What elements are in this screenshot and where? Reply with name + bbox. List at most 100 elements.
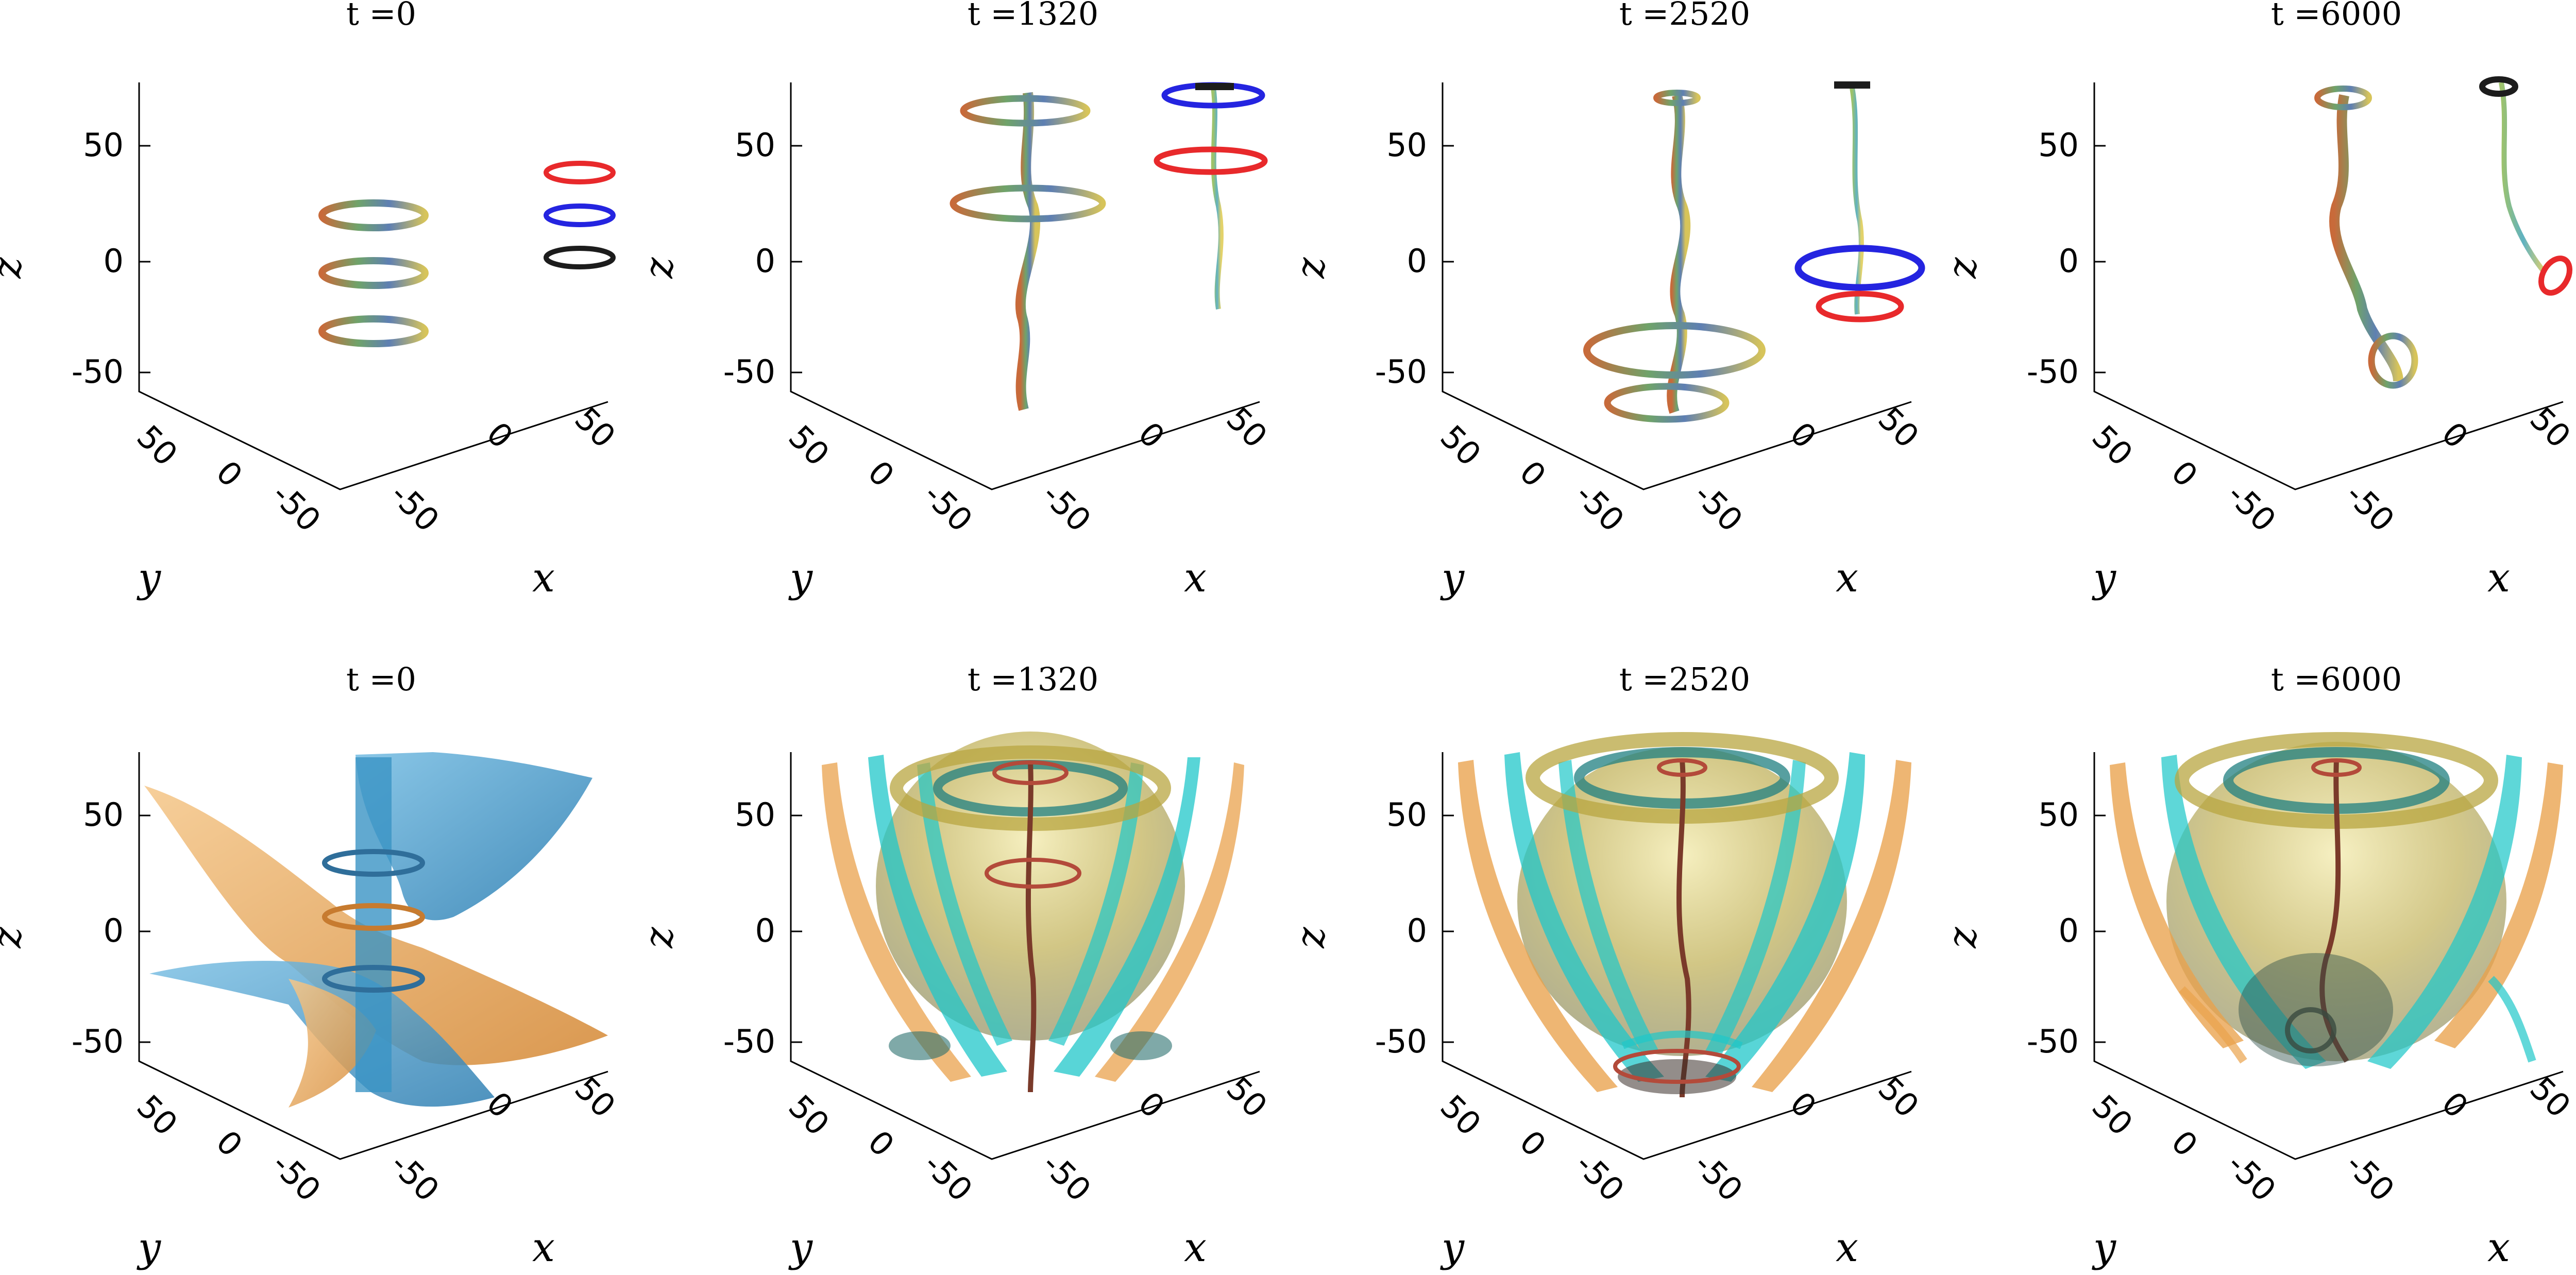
panel-2-1: t =0 50 0 -50 z 50 0 -50 y -50 0 50 x [0, 660, 623, 1271]
x-tick: 0 [1131, 1084, 1172, 1126]
y-tick: -50 [917, 475, 980, 539]
x-tick: 0 [2434, 415, 2476, 456]
y-tick: 0 [209, 453, 250, 495]
projected-rings [2479, 76, 2572, 296]
isosurface-shells [822, 732, 1244, 1093]
z-axis-label: z [1287, 927, 1334, 949]
z-tick: 50 [1386, 126, 1427, 164]
x-tick: -50 [1035, 475, 1098, 539]
x-tick: -50 [1035, 1145, 1098, 1209]
y-tick: 50 [781, 1087, 836, 1143]
axes-box: 50 0 -50 z 50 0 -50 y -50 0 50 x [1939, 82, 2576, 601]
panel-title: t =1320 [968, 660, 1098, 698]
panel-title: t =1320 [968, 0, 1098, 32]
x-tick: -50 [383, 475, 447, 539]
z-tick: 0 [1407, 912, 1427, 949]
y-tick: -50 [917, 1145, 980, 1209]
projected-rings [1154, 82, 1268, 310]
row-isosurfaces: t =0 50 0 -50 z 50 0 -50 y -50 0 50 x [0, 660, 2576, 1271]
x-tick: -50 [2338, 475, 2402, 539]
y-tick: -50 [2220, 1145, 2283, 1209]
panel-2-3: t =2520 50 0 -50 z 50 0 -50 y -50 0 50 x [1287, 660, 1926, 1271]
vortex-tube [1583, 90, 1766, 423]
y-tick: 50 [129, 418, 184, 473]
panel-1-3: t =2520 50 0 -50 z 50 0 -50 y -50 0 50 x [1287, 0, 1926, 601]
y-axis-label: y [137, 555, 161, 601]
y-axis-label: y [137, 1225, 161, 1271]
y-tick: 0 [860, 1123, 902, 1164]
y-tick: 0 [1512, 453, 1553, 495]
z-tick: 50 [83, 126, 124, 164]
z-tick: -50 [72, 353, 124, 390]
y-tick: -50 [265, 475, 328, 539]
panel-2-2: t =1320 50 0 -50 z 50 0 -50 y -50 0 50 x [636, 660, 1275, 1271]
z-tick: -50 [723, 1023, 775, 1060]
z-tick: -50 [72, 1023, 124, 1060]
projected-rings [1794, 81, 1925, 322]
x-axis-label: x [1184, 1225, 1207, 1271]
y-axis-label: y [1440, 555, 1465, 601]
x-tick: -50 [2338, 1145, 2402, 1209]
z-tick: -50 [2027, 353, 2079, 390]
y-axis-label: y [1440, 1225, 1465, 1271]
y-tick: 50 [129, 1087, 184, 1143]
z-axis-label: z [1287, 257, 1334, 279]
z-axis-label: z [636, 927, 682, 949]
y-tick: 0 [209, 1123, 250, 1164]
y-tick: 50 [1433, 1087, 1488, 1143]
x-tick: 50 [1871, 400, 1926, 455]
x-axis-label: x [532, 555, 555, 601]
x-tick: -50 [383, 1145, 447, 1209]
isosurface-saddle [144, 752, 608, 1113]
z-axis-label: z [1939, 927, 1986, 949]
panel-1-4: t =6000 50 0 -50 z 50 0 -50 y -50 0 50 x [1939, 0, 2576, 601]
x-tick: 50 [1219, 400, 1274, 455]
x-tick: 50 [567, 1069, 622, 1125]
x-tick: 50 [2522, 400, 2576, 455]
x-tick: 50 [567, 400, 622, 455]
y-tick: 0 [2164, 1123, 2205, 1164]
axes-box: 50 0 -50 z 50 0 -50 y -50 0 50 x [0, 82, 623, 601]
y-axis-label: y [2092, 1225, 2116, 1271]
x-tick: -50 [1687, 1145, 1750, 1209]
y-tick: 50 [2084, 1087, 2140, 1143]
isosurface-shells [1458, 732, 1911, 1098]
z-tick: 0 [1407, 242, 1427, 280]
panel-title: t =2520 [1619, 660, 1750, 698]
y-tick: -50 [1568, 475, 1632, 539]
y-tick: 50 [2084, 418, 2140, 473]
z-tick: 0 [2059, 912, 2079, 949]
panel-title: t =0 [346, 0, 416, 32]
vortex-tube [950, 92, 1106, 411]
isosurface-shells [2110, 732, 2563, 1069]
z-tick: 50 [2038, 796, 2079, 834]
z-tick: 50 [83, 796, 124, 834]
panel-1-2: t =1320 50 0 -50 z 50 0 -50 y -50 0 50 x [636, 0, 1275, 601]
x-axis-label: x [1836, 1225, 1858, 1271]
x-tick: 0 [1131, 415, 1172, 456]
y-tick: 50 [781, 418, 836, 473]
z-tick: 0 [104, 242, 124, 280]
x-axis-label: x [2487, 555, 2510, 601]
y-axis-label: y [788, 1225, 813, 1271]
z-tick: 50 [1386, 796, 1427, 834]
panel-title: t =2520 [1619, 0, 1750, 32]
x-tick: 0 [479, 415, 520, 456]
x-tick: 0 [1783, 1084, 1824, 1126]
x-tick: 50 [2522, 1069, 2576, 1125]
z-tick: -50 [723, 353, 775, 390]
z-tick: 0 [2059, 242, 2079, 280]
z-tick: 50 [2038, 126, 2079, 164]
axes-box: 50 0 -50 z 50 0 -50 y -50 0 50 x [1287, 82, 1926, 601]
vortex-tube [2314, 86, 2418, 389]
axes-box: 50 0 -50 z 50 0 -50 y -50 0 50 x [636, 82, 1275, 601]
y-tick: -50 [1568, 1145, 1632, 1209]
z-tick: 0 [755, 912, 775, 949]
x-tick: 50 [1219, 1069, 1274, 1125]
panel-2-4: t =6000 50 0 -50 z 50 0 -50 y -50 0 50 x [1939, 660, 2576, 1271]
z-tick: -50 [1375, 353, 1427, 390]
z-tick: 50 [735, 796, 775, 834]
panel-title: t =0 [346, 660, 416, 698]
z-tick: 50 [735, 126, 775, 164]
